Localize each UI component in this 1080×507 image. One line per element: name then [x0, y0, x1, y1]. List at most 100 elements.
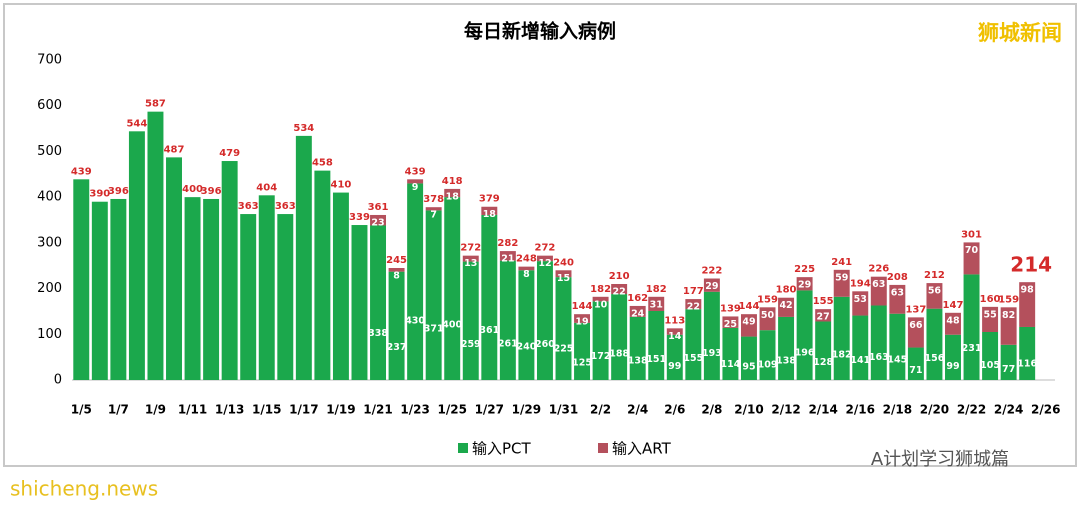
bar-segment	[203, 198, 220, 380]
bar-segment	[648, 310, 665, 380]
total-label: 155	[813, 296, 834, 307]
total-label: 378	[423, 194, 444, 205]
bar-segment	[833, 296, 850, 380]
segment-label: 19	[575, 317, 588, 328]
y-tick-label: 0	[54, 373, 62, 388]
value-label: 479	[219, 148, 240, 159]
total-label: 137	[905, 304, 926, 315]
bar-segment	[277, 214, 294, 380]
account: A计划学习狮城篇	[871, 449, 1009, 470]
value-label: 390	[89, 189, 110, 200]
segment-label: 50	[761, 310, 775, 321]
bar-segment	[907, 317, 924, 348]
segment-label: 15	[557, 273, 570, 284]
segment-label: 99	[668, 361, 681, 372]
bar-segment	[889, 313, 906, 380]
total-label: 113	[664, 315, 685, 326]
bar-segment	[370, 225, 387, 380]
x-tick-label: 1/19	[326, 403, 355, 417]
segment-label: 71	[909, 365, 922, 376]
y-tick-label: 700	[37, 53, 62, 68]
segment-label: 338	[368, 328, 388, 339]
segment-label: 196	[795, 348, 815, 359]
x-tick-label: 2/10	[734, 403, 763, 417]
legend-label: 输入PCT	[472, 440, 532, 458]
value-label: 396	[108, 186, 129, 197]
segment-label: 8	[523, 269, 530, 280]
x-tick-label: 2/20	[920, 403, 949, 417]
segment-label: 98	[1021, 285, 1035, 296]
bar-segment	[815, 321, 832, 380]
bar-segment	[740, 314, 757, 337]
total-label: 177	[683, 286, 704, 297]
segment-label: 145	[887, 355, 907, 366]
bar-segment	[592, 296, 609, 302]
legend-swatch	[598, 443, 608, 453]
bar-segment	[184, 197, 201, 380]
x-tick-label: 1/11	[178, 403, 207, 417]
bar-segment	[388, 271, 405, 380]
value-label: 363	[238, 201, 259, 212]
segment-label: 125	[572, 357, 592, 368]
bar-segment	[481, 214, 498, 380]
total-label: 272	[535, 243, 556, 254]
segment-label: 193	[702, 348, 722, 359]
y-tick-label: 400	[37, 190, 62, 205]
bar-segment	[926, 283, 943, 309]
total-label: 180	[776, 285, 797, 296]
total-label: 182	[590, 284, 611, 295]
bar-segment	[963, 274, 980, 380]
bar-segment	[462, 261, 479, 380]
segment-label: 48	[946, 315, 960, 326]
site: shicheng.news	[10, 477, 158, 501]
bar-segment	[1000, 307, 1017, 345]
total-label: 159	[998, 294, 1019, 305]
segment-label: 105	[980, 360, 1000, 371]
bar-segment	[481, 206, 498, 215]
value-label: 363	[275, 201, 296, 212]
x-tick-label: 2/16	[846, 403, 875, 417]
bar-segment	[666, 334, 683, 380]
bar-segment	[462, 255, 479, 262]
value-label: 396	[201, 186, 222, 197]
bar-segment	[332, 192, 349, 380]
bar-segment	[685, 299, 702, 310]
bar-segment	[518, 266, 535, 271]
total-label: 194	[850, 278, 871, 289]
y-tick-label: 200	[37, 281, 62, 296]
bar-segment	[314, 170, 331, 380]
segment-label: 361	[479, 325, 499, 336]
x-tick-label: 1/27	[475, 403, 504, 417]
bar-segment	[444, 197, 461, 380]
frame	[3, 3, 1077, 467]
value-label: 487	[164, 144, 185, 155]
segment-label: 225	[554, 344, 574, 355]
segment-label: 42	[779, 300, 792, 311]
bar-segment	[963, 242, 980, 275]
segment-label: 31	[650, 299, 663, 310]
total-label: 159	[757, 294, 778, 305]
bar-segment	[555, 270, 572, 278]
value-label: 339	[349, 212, 370, 223]
bar-segment	[240, 214, 257, 380]
x-tick-label: 1/7	[108, 403, 129, 417]
segment-label: 10	[594, 299, 608, 310]
bar-segment	[166, 157, 182, 380]
bar-segment	[648, 296, 665, 311]
segment-label: 22	[687, 302, 700, 313]
value-label: 404	[256, 182, 277, 193]
total-label: 245	[386, 255, 407, 266]
value-label: 534	[293, 123, 314, 134]
bar-segment	[722, 327, 739, 380]
bar-segment	[388, 268, 405, 272]
chart-title: 每日新增输入病例	[464, 20, 616, 43]
segment-label: 151	[646, 354, 666, 365]
segment-label: 55	[983, 309, 996, 320]
value-label: 439	[71, 166, 92, 177]
value-label: 458	[312, 158, 333, 169]
x-tick-label: 1/31	[549, 403, 578, 417]
bar-segment	[611, 284, 628, 295]
bar-segment	[592, 301, 609, 380]
y-tick-label: 100	[37, 327, 62, 342]
